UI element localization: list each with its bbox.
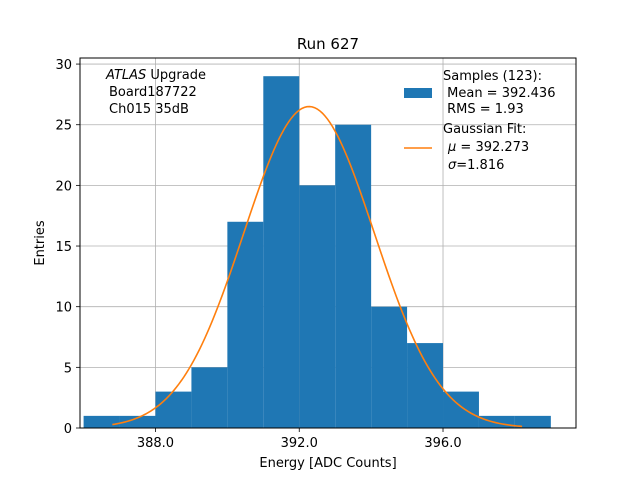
histogram-bar-5 bbox=[263, 76, 300, 429]
histogram-bar-6 bbox=[299, 185, 336, 428]
gaussian-fit-curve bbox=[112, 105, 523, 428]
x-axis: 388.0 392.0 396.0 bbox=[137, 428, 462, 451]
y-tick-label-2: 10 bbox=[55, 301, 72, 316]
y-axis: 0 5 10 15 20 25 30 bbox=[55, 58, 80, 437]
legend-mu-symbol: μ bbox=[447, 140, 456, 155]
legend-samples-line-2: Mean = 392.436 bbox=[443, 86, 555, 101]
y-tick-label-4: 20 bbox=[55, 179, 72, 194]
y-tick-label-6: 30 bbox=[55, 58, 72, 73]
x-tick-label-1: 392.0 bbox=[281, 436, 318, 451]
y-tick-label-1: 5 bbox=[64, 361, 72, 376]
histogram-bar-9 bbox=[407, 343, 444, 428]
x-tick-label-0: 388.0 bbox=[137, 436, 174, 451]
histogram-bar-0 bbox=[83, 415, 120, 428]
y-tick-label-0: 0 bbox=[64, 422, 72, 437]
legend: Samples (123): Mean = 392.436 RMS = 1.93… bbox=[404, 69, 555, 173]
info-box: ATLAS Upgrade Board187722 Ch015 35dB bbox=[105, 68, 206, 117]
x-axis-label: Energy [ADC Counts] bbox=[259, 456, 396, 471]
info-line-experiment: ATLAS Upgrade bbox=[105, 68, 206, 83]
legend-fit-sigma: σ=1.816 bbox=[448, 158, 504, 173]
legend-fit-title: Gaussian Fit: bbox=[443, 122, 526, 137]
histogram-bar-10 bbox=[443, 391, 479, 428]
histogram-bar-12 bbox=[514, 415, 551, 428]
histogram-bar-11 bbox=[478, 415, 515, 428]
histogram-bar-1 bbox=[119, 415, 156, 428]
legend-mu-value: = 392.273 bbox=[456, 140, 529, 155]
legend-sigma-symbol: σ bbox=[448, 158, 457, 173]
legend-samples-swatch bbox=[404, 88, 432, 98]
legend-sigma-value: =1.816 bbox=[456, 158, 504, 173]
x-tick-label-2: 396.0 bbox=[424, 436, 461, 451]
legend-samples-line-1: Samples (123): bbox=[443, 69, 542, 84]
info-experiment-rest: Upgrade bbox=[146, 68, 206, 83]
plot-frame bbox=[79, 57, 577, 429]
histogram-bars bbox=[83, 76, 551, 429]
info-line-channel: Ch015 35dB bbox=[109, 102, 189, 117]
y-tick-label-5: 25 bbox=[55, 119, 72, 134]
legend-samples-line-3: RMS = 1.93 bbox=[443, 102, 524, 117]
gaussian-fit bbox=[112, 105, 523, 428]
info-experiment-italic: ATLAS bbox=[105, 68, 146, 83]
histogram-bar-7 bbox=[335, 124, 372, 428]
chart-title: Run 627 bbox=[297, 35, 359, 53]
histogram-bar-8 bbox=[371, 306, 408, 428]
info-line-board: Board187722 bbox=[109, 85, 197, 100]
histogram-bar-4 bbox=[227, 221, 264, 428]
y-tick-label-3: 15 bbox=[55, 240, 72, 255]
histogram-bar-3 bbox=[191, 367, 228, 428]
histogram-bar-2 bbox=[155, 391, 192, 428]
y-axis-label: Entries bbox=[33, 220, 48, 266]
legend-fit-mu: μ = 392.273 bbox=[447, 140, 529, 155]
